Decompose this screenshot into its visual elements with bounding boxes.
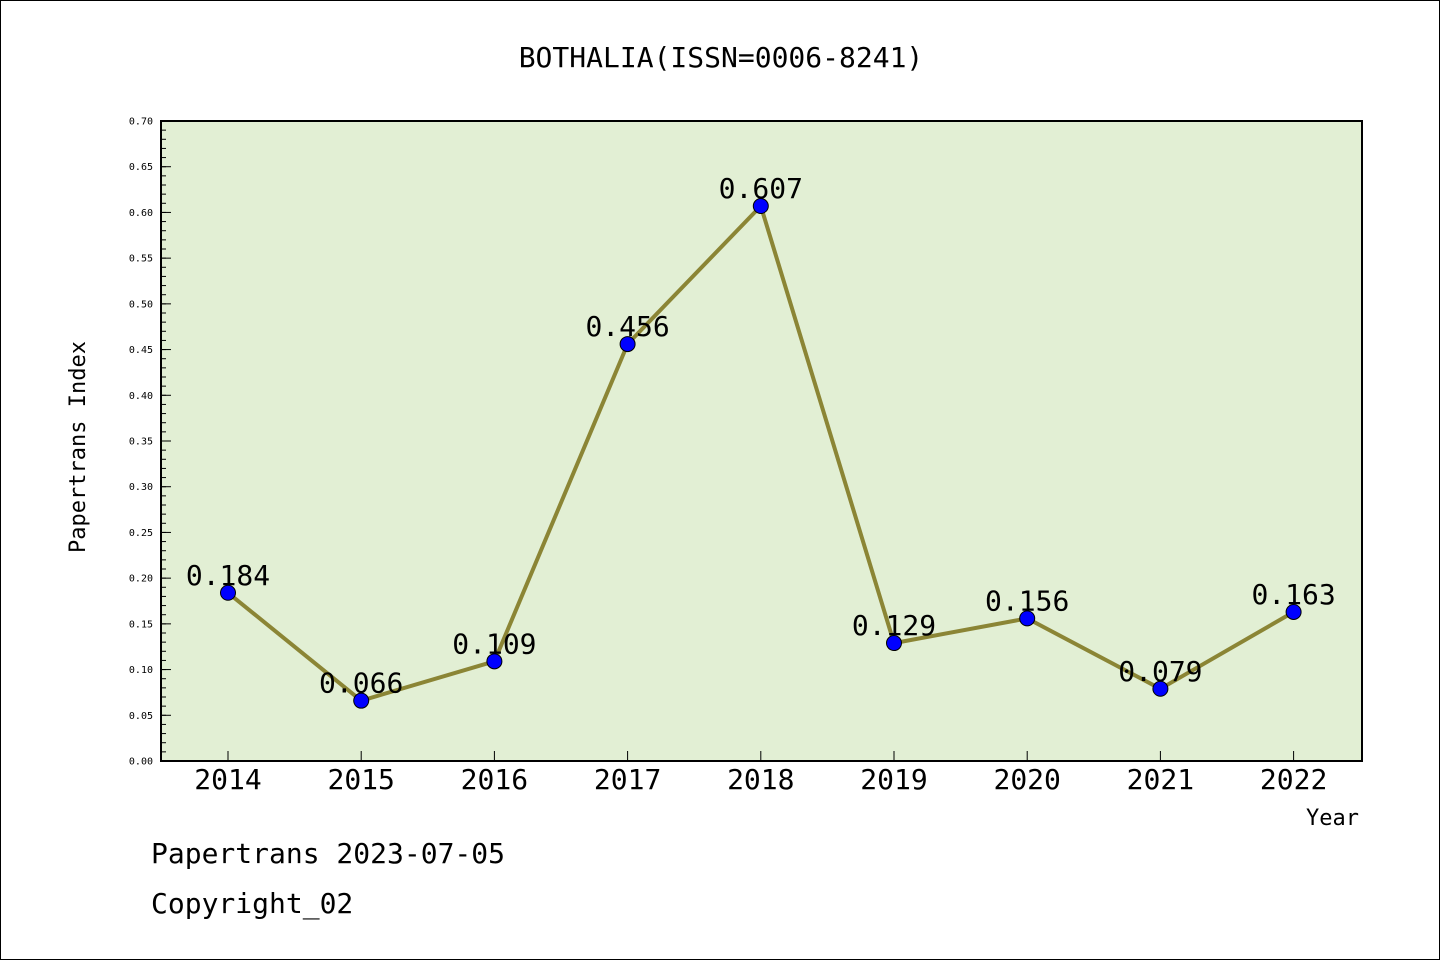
x-tick-label: 2018 bbox=[727, 763, 794, 796]
y-tick-label: 0.50 bbox=[129, 299, 153, 310]
y-tick-label: 0.55 bbox=[129, 254, 153, 265]
x-tick-label: 2021 bbox=[1127, 763, 1194, 796]
data-point bbox=[886, 635, 902, 652]
y-tick-label: 0.60 bbox=[129, 208, 153, 219]
footer-copyright: Copyright_02 bbox=[151, 887, 354, 920]
plot-area bbox=[160, 120, 1363, 762]
data-point bbox=[353, 692, 370, 709]
x-axis-label: Year bbox=[1306, 806, 1359, 831]
x-tick-label: 2016 bbox=[461, 763, 528, 796]
data-label: 0.163 bbox=[1251, 578, 1335, 611]
y-tick-label: 0.45 bbox=[129, 345, 153, 356]
data-label: 0.156 bbox=[985, 584, 1069, 617]
y-tick-label: 0.20 bbox=[129, 574, 153, 585]
y-axis-label: Papertrans Index bbox=[66, 341, 91, 553]
x-axis: 2014 2015 2016 2017 2018 2019 2020 2021 2022 bbox=[194, 751, 1327, 796]
data-label: 0.109 bbox=[452, 627, 536, 660]
data-point bbox=[1285, 603, 1302, 620]
y-tick-label: 0.25 bbox=[129, 528, 153, 539]
y-tick-label: 0.70 bbox=[129, 117, 153, 128]
y-tick-label: 0.35 bbox=[129, 437, 153, 448]
data-markers bbox=[220, 198, 1302, 709]
data-point bbox=[220, 584, 236, 601]
y-tick-label: 0.10 bbox=[129, 665, 153, 676]
y-tick-label: 0.00 bbox=[129, 757, 153, 768]
data-point bbox=[1019, 610, 1036, 627]
x-tick-label: 2019 bbox=[860, 763, 927, 796]
x-tick-label: 2015 bbox=[327, 763, 394, 796]
footer-date: Papertrans 2023-07-05 bbox=[151, 837, 506, 870]
data-label: 0.079 bbox=[1118, 655, 1202, 688]
data-label: 0.607 bbox=[719, 172, 803, 205]
data-labels: 0.184 0.066 0.109 0.456 0.607 0.129 0.156 0.079… bbox=[186, 172, 1336, 700]
data-point bbox=[486, 653, 503, 670]
x-tick-label: 2017 bbox=[594, 763, 661, 796]
data-label: 0.129 bbox=[852, 609, 936, 642]
data-point bbox=[752, 198, 769, 215]
data-point bbox=[1152, 680, 1169, 697]
data-label: 0.066 bbox=[319, 667, 403, 700]
data-point bbox=[619, 336, 636, 353]
data-label: 0.456 bbox=[585, 310, 669, 343]
x-tick-label: 2014 bbox=[194, 763, 261, 796]
y-tick-label: 0.15 bbox=[129, 619, 153, 630]
y-tick-label: 0.05 bbox=[129, 711, 153, 722]
chart-title: BOTHALIA(ISSN=0006-8241) bbox=[519, 41, 924, 74]
y-tick-label: 0.30 bbox=[129, 482, 153, 493]
y-tick-label: 0.40 bbox=[129, 391, 153, 402]
y-axis: 0.00 0.05 0.10 0.15 0.20 0.25 0.30 0.35 0.40 0.45… bbox=[129, 117, 171, 768]
x-tick-label: 2020 bbox=[993, 763, 1060, 796]
x-tick-label: 2022 bbox=[1260, 763, 1327, 796]
y-tick-label: 0.65 bbox=[129, 162, 153, 173]
data-label: 0.184 bbox=[186, 559, 270, 592]
